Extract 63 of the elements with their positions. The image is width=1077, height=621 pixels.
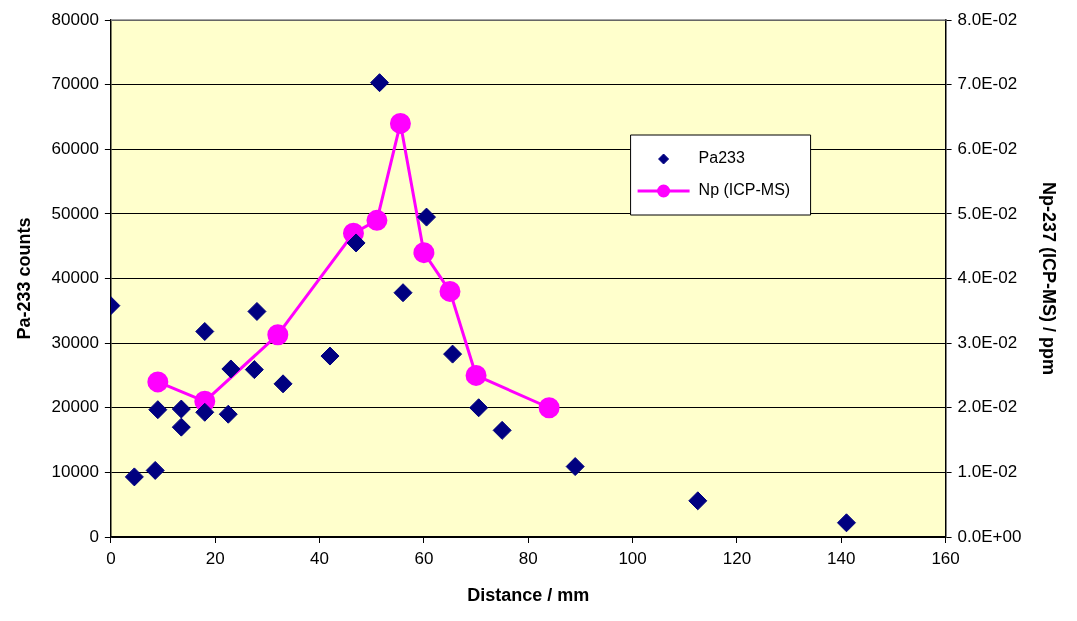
point [443,344,463,364]
y2-tick-label: 8.0E-02 [957,9,1018,29]
point [148,400,168,420]
point [538,397,560,419]
point [171,399,191,419]
point [273,374,293,394]
point [565,457,585,477]
y2-tick-label: 6.0E-02 [957,138,1018,158]
x-tick-label: 60 [414,548,434,568]
point [320,346,340,366]
y-tick-label: 50000 [51,203,99,223]
y2-axis-title: Np-237 (ICP-MS) / ppm [1039,181,1060,376]
point [244,360,264,380]
point [124,467,144,487]
y2-tick-label: 3.0E-02 [957,332,1018,352]
y-tick-label: 10000 [51,462,99,482]
point [346,233,366,253]
x-tick-label: 20 [205,548,225,568]
point [389,112,411,134]
y2-tick-label: 4.0E-02 [957,268,1018,288]
x-tick-label: 140 [827,548,856,568]
x-tick-label: 120 [722,548,752,568]
point [836,513,856,533]
x-axis-title: Distance / mm [467,585,590,606]
point [195,402,215,422]
y-axis-title: Pa-233 counts [13,217,34,340]
point [171,417,191,437]
point [492,420,512,440]
point [247,301,267,321]
x-tick-label: 80 [518,548,538,568]
y-tick-label: 70000 [51,74,99,94]
y2-tick-label: 0.0E+00 [957,526,1022,546]
legend-label: Np (ICP-MS) [698,181,791,199]
point [218,404,238,424]
y-tick-label: 80000 [51,9,99,29]
y2-tick-label: 5.0E-02 [957,203,1018,223]
y-tick-label: 60000 [51,138,99,158]
point [417,207,436,227]
y-tick-label: 0 [89,526,99,546]
point [439,280,461,302]
point [393,283,413,303]
y2-tick-label: 2.0E-02 [957,397,1018,417]
x-tick-label: 40 [310,548,330,568]
legend-label: Pa233 [698,149,745,167]
x-tick-label: 0 [106,548,116,568]
point [469,398,489,418]
x-tick-label: 100 [618,548,647,568]
y-tick-label: 30000 [51,332,99,352]
point [465,364,487,386]
point [267,324,289,346]
y-tick-label: 20000 [51,397,99,417]
y2-tick-label: 1.0E-02 [957,462,1018,482]
y-tick-label: 40000 [51,268,99,288]
point [145,460,165,480]
point [370,73,390,93]
point [147,371,169,393]
point [195,321,215,341]
point [221,359,241,379]
point [413,242,435,264]
point [366,209,388,231]
x-tick-label: 160 [931,548,960,568]
y2-tick-label: 7.0E-02 [957,74,1018,94]
point [688,491,708,511]
